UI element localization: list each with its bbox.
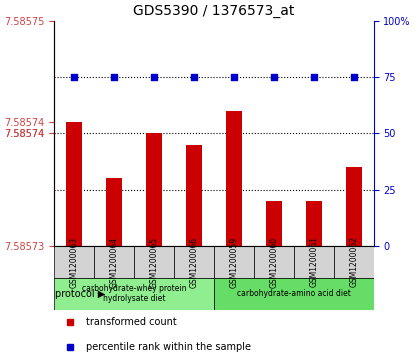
Bar: [346, 167, 361, 246]
Point: [71, 74, 78, 80]
Point: [350, 74, 357, 80]
FancyBboxPatch shape: [94, 246, 134, 278]
Text: GSM1200064: GSM1200064: [110, 236, 119, 287]
FancyBboxPatch shape: [54, 246, 94, 278]
Point: [271, 74, 277, 80]
Text: GSM1200059: GSM1200059: [229, 236, 238, 287]
FancyBboxPatch shape: [54, 278, 214, 310]
Bar: [266, 201, 282, 246]
FancyBboxPatch shape: [174, 246, 214, 278]
Bar: [186, 144, 202, 246]
Text: GSM1200065: GSM1200065: [149, 236, 159, 287]
FancyBboxPatch shape: [214, 278, 374, 310]
Text: transformed count: transformed count: [86, 317, 177, 327]
Text: GSM1200063: GSM1200063: [70, 236, 79, 287]
Point: [151, 74, 157, 80]
Text: carbohydrate-whey protein
hydrolysate diet: carbohydrate-whey protein hydrolysate di…: [82, 284, 186, 303]
Text: GSM1200061: GSM1200061: [309, 236, 318, 287]
Point: [111, 74, 117, 80]
Text: GSM1200060: GSM1200060: [269, 236, 278, 287]
Bar: [306, 201, 322, 246]
Bar: [66, 122, 82, 246]
Text: protocol ▶: protocol ▶: [55, 289, 105, 299]
Title: GDS5390 / 1376573_at: GDS5390 / 1376573_at: [133, 4, 295, 18]
Text: percentile rank within the sample: percentile rank within the sample: [86, 342, 251, 351]
Bar: [226, 111, 242, 246]
Text: GSM1200062: GSM1200062: [349, 236, 358, 287]
Point: [231, 74, 237, 80]
Point: [310, 74, 317, 80]
FancyBboxPatch shape: [334, 246, 374, 278]
Bar: [106, 179, 122, 246]
Text: GSM1200066: GSM1200066: [190, 236, 198, 287]
Bar: [146, 133, 162, 246]
Text: carbohydrate-amino acid diet: carbohydrate-amino acid diet: [237, 289, 351, 298]
FancyBboxPatch shape: [254, 246, 294, 278]
FancyBboxPatch shape: [134, 246, 174, 278]
Point: [190, 74, 197, 80]
FancyBboxPatch shape: [294, 246, 334, 278]
FancyBboxPatch shape: [214, 246, 254, 278]
